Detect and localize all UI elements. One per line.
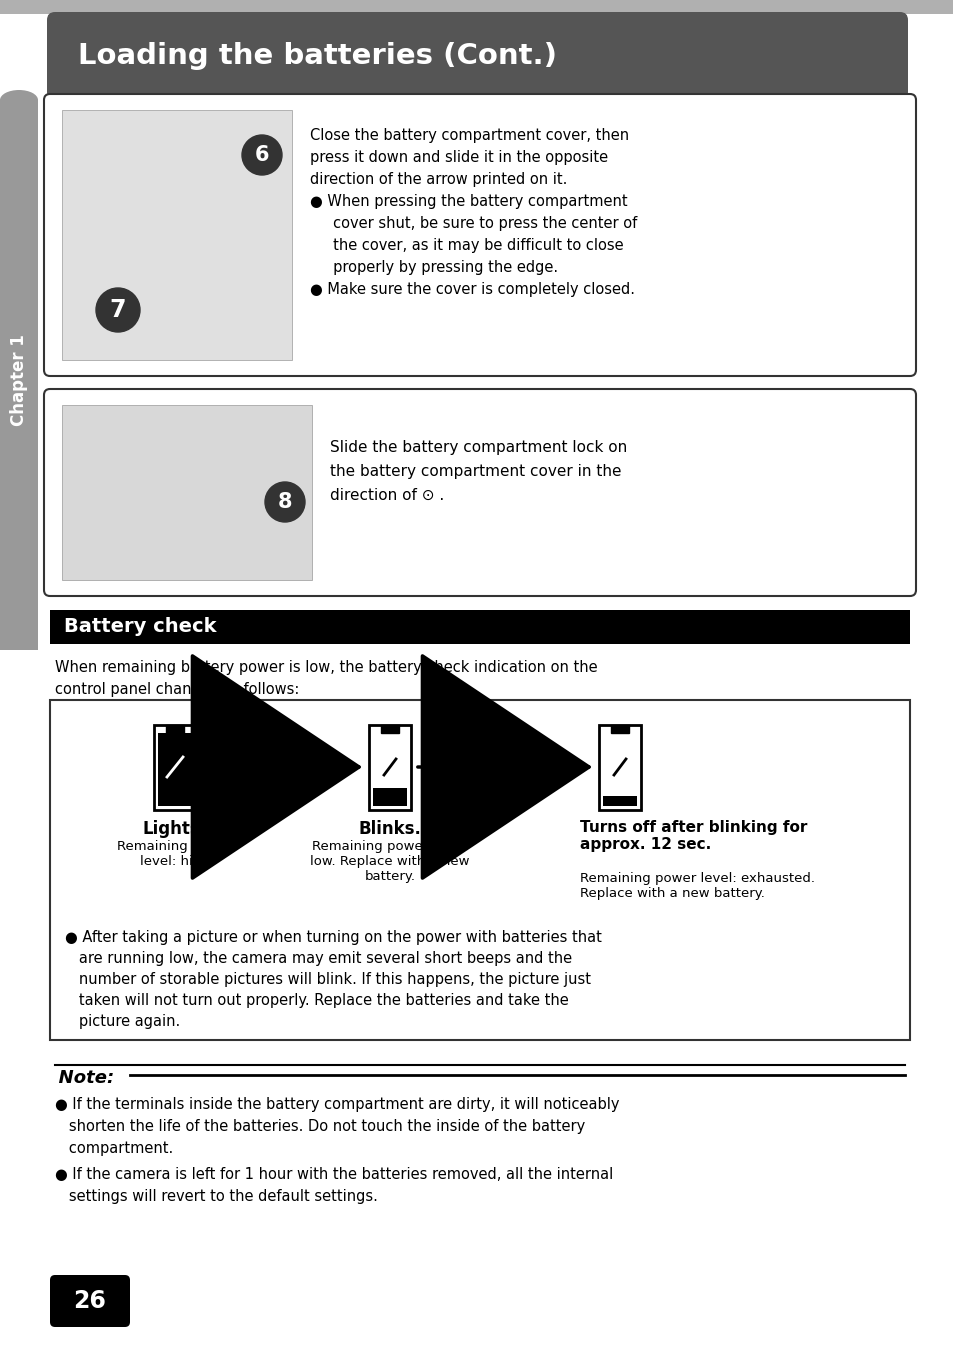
- Circle shape: [242, 135, 282, 175]
- Circle shape: [96, 288, 140, 332]
- Circle shape: [265, 482, 305, 522]
- Text: Lights.: Lights.: [143, 820, 207, 839]
- Text: 6: 6: [254, 145, 269, 166]
- Bar: [373, 787, 407, 806]
- Text: number of storable pictures will blink. If this happens, the picture just: number of storable pictures will blink. …: [65, 972, 590, 987]
- FancyBboxPatch shape: [44, 389, 915, 596]
- Text: ● If the terminals inside the battery compartment are dirty, it will noticeably: ● If the terminals inside the battery co…: [55, 1097, 618, 1112]
- Bar: [0, 100, 38, 650]
- Text: compartment.: compartment.: [55, 1141, 173, 1156]
- Text: Remaining power
level: high: Remaining power level: high: [117, 840, 233, 868]
- Text: 26: 26: [73, 1289, 107, 1312]
- Text: ● When pressing the battery compartment: ● When pressing the battery compartment: [310, 194, 627, 209]
- Text: Loading the batteries (Cont.): Loading the batteries (Cont.): [78, 42, 557, 70]
- Text: When remaining battery power is low, the battery check indication on the: When remaining battery power is low, the…: [55, 660, 597, 674]
- FancyBboxPatch shape: [44, 94, 915, 376]
- FancyBboxPatch shape: [47, 12, 907, 100]
- Text: Battery check: Battery check: [64, 618, 216, 637]
- Bar: [380, 725, 398, 734]
- Text: picture again.: picture again.: [65, 1014, 180, 1028]
- Text: press it down and slide it in the opposite: press it down and slide it in the opposi…: [310, 149, 607, 166]
- Text: are running low, the camera may emit several short beeps and the: are running low, the camera may emit sev…: [65, 952, 572, 966]
- Text: Blinks.: Blinks.: [358, 820, 421, 839]
- Text: control panel changes as follows:: control panel changes as follows:: [55, 682, 299, 697]
- Text: taken will not turn out properly. Replace the batteries and take the: taken will not turn out properly. Replac…: [65, 993, 568, 1008]
- Text: direction of the arrow printed on it.: direction of the arrow printed on it.: [310, 172, 567, 187]
- Bar: [50, 610, 909, 643]
- Bar: [166, 725, 184, 734]
- Bar: [369, 725, 411, 810]
- Text: 8: 8: [277, 493, 292, 511]
- Text: Slide the battery compartment lock on: Slide the battery compartment lock on: [330, 440, 626, 455]
- Text: the battery compartment cover in the: the battery compartment cover in the: [330, 464, 620, 479]
- Text: Remaining power level:
low. Replace with a new
battery.: Remaining power level: low. Replace with…: [310, 840, 469, 883]
- Text: ● After taking a picture or when turning on the power with batteries that: ● After taking a picture or when turning…: [65, 930, 601, 945]
- Text: Turns off after blinking for
approx. 12 sec.: Turns off after blinking for approx. 12 …: [579, 820, 806, 852]
- FancyBboxPatch shape: [50, 1275, 130, 1327]
- Bar: [598, 725, 640, 810]
- Text: direction of ⊙ .: direction of ⊙ .: [330, 489, 444, 503]
- Bar: [153, 725, 195, 810]
- Bar: [62, 110, 292, 359]
- Bar: [62, 405, 312, 580]
- Text: Note:: Note:: [55, 1069, 114, 1088]
- FancyBboxPatch shape: [50, 700, 909, 1040]
- Text: properly by pressing the edge.: properly by pressing the edge.: [310, 260, 558, 275]
- Text: the cover, as it may be difficult to close: the cover, as it may be difficult to clo…: [310, 238, 623, 253]
- Text: ● Make sure the cover is completely closed.: ● Make sure the cover is completely clos…: [310, 283, 635, 297]
- Text: Close the battery compartment cover, then: Close the battery compartment cover, the…: [310, 128, 628, 143]
- Bar: [602, 795, 637, 806]
- Text: Chapter 1: Chapter 1: [10, 334, 28, 425]
- Text: 7: 7: [110, 297, 126, 322]
- Text: settings will revert to the default settings.: settings will revert to the default sett…: [55, 1189, 377, 1205]
- Ellipse shape: [0, 90, 38, 110]
- Text: Remaining power level: exhausted.
Replace with a new battery.: Remaining power level: exhausted. Replac…: [579, 872, 814, 900]
- Text: shorten the life of the batteries. Do not touch the inside of the battery: shorten the life of the batteries. Do no…: [55, 1119, 584, 1133]
- Text: cover shut, be sure to press the center of: cover shut, be sure to press the center …: [310, 215, 637, 232]
- Bar: [610, 725, 628, 734]
- Bar: [158, 734, 192, 806]
- Bar: [0, 0, 953, 13]
- Text: ● If the camera is left for 1 hour with the batteries removed, all the internal: ● If the camera is left for 1 hour with …: [55, 1167, 613, 1182]
